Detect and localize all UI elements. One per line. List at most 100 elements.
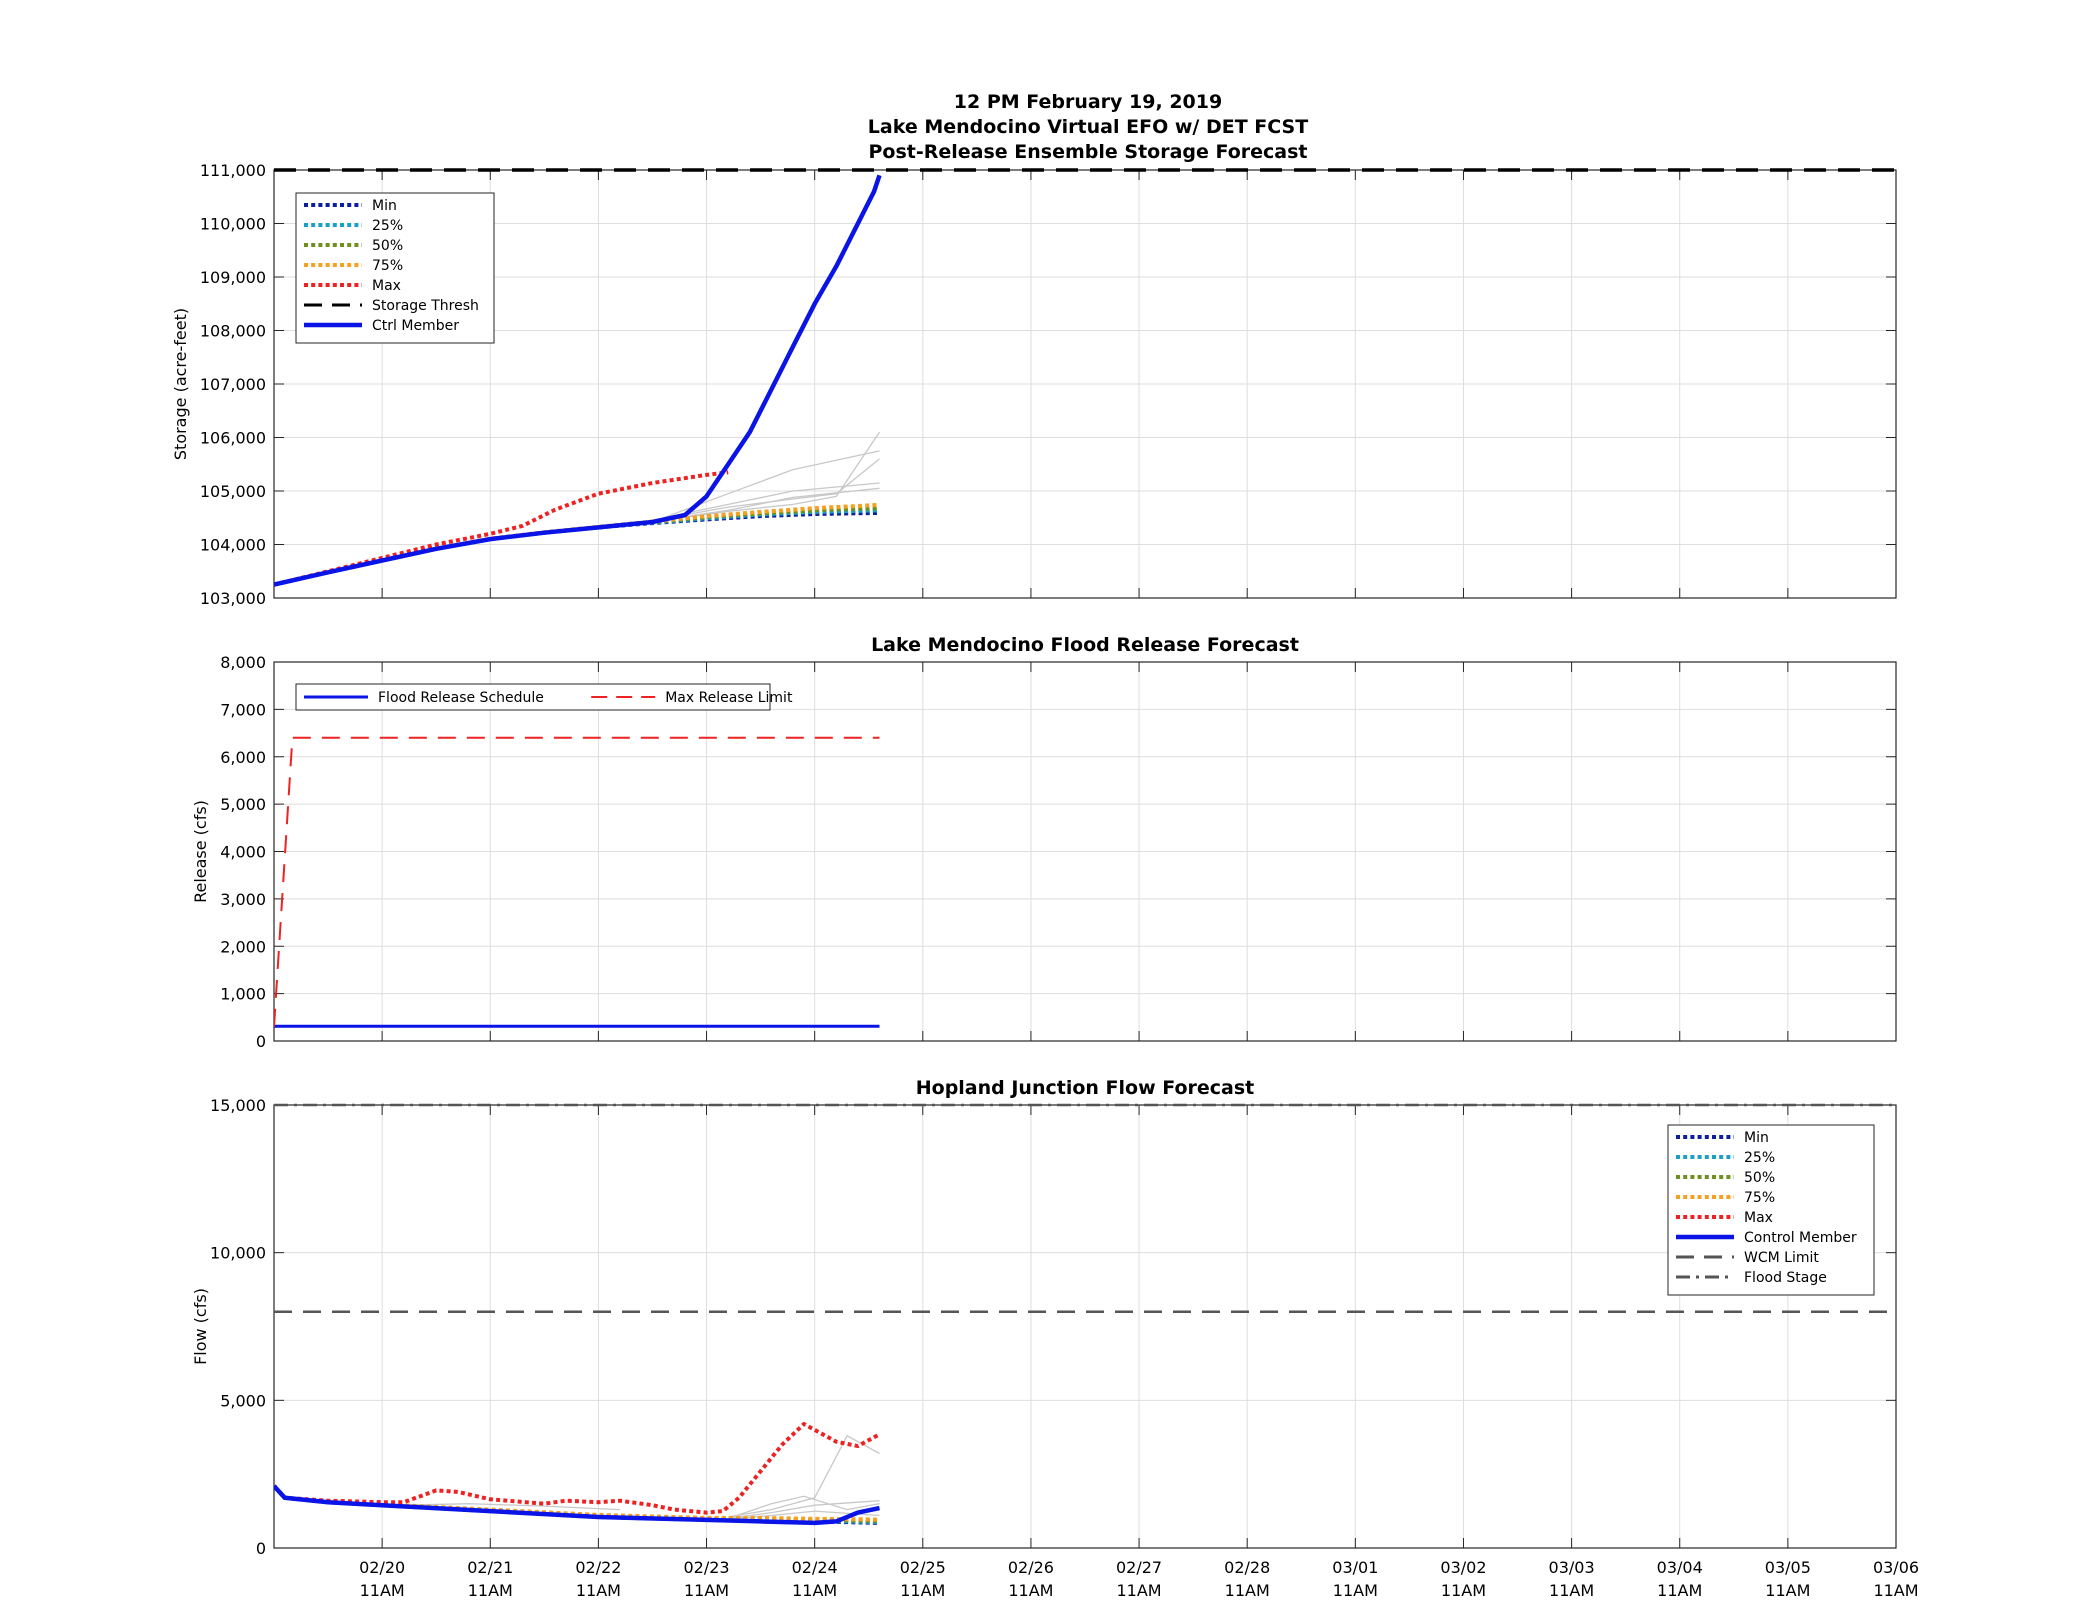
panel-title: Lake Mendocino Flood Release Forecast — [871, 634, 1299, 656]
chart-panels: 103,000 104,000 105,000 106,000 107,000 108,0… — [171, 161, 1919, 1600]
x-tick-label-date: 03/06 — [1873, 1558, 1919, 1577]
x-tick-label-time: 11AM — [1441, 1581, 1486, 1600]
x-tick-label-time: 11AM — [576, 1581, 621, 1600]
y-tick-label: 3,000 — [220, 890, 266, 909]
legend-label: Flood Release Schedule — [378, 690, 544, 706]
x-tick-label-date: 03/01 — [1332, 1558, 1378, 1577]
legend-label: Max — [372, 278, 401, 294]
y-tick-label: 111,000 — [200, 161, 266, 180]
legend-label: Storage Thresh — [372, 298, 479, 314]
x-tick-label-date: 02/25 — [900, 1558, 946, 1577]
plot-area — [274, 1105, 1896, 1548]
x-tick-label-date: 02/28 — [1224, 1558, 1270, 1577]
legend-label: Control Member — [1744, 1230, 1857, 1246]
x-tick-labels: 02/20 11AM 02/21 11AM 02/22 11AM 02/23 11AM 02/2… — [359, 1558, 1919, 1600]
axis-box — [273, 1104, 1897, 1549]
y-tick-label: 15,000 — [210, 1096, 266, 1115]
x-tick-label-date: 02/26 — [1008, 1558, 1054, 1577]
data-layer — [274, 168, 1896, 587]
x-tick-label-time: 11AM — [1333, 1581, 1378, 1600]
x-tick-label-time: 11AM — [360, 1581, 405, 1600]
ensemble-member-line — [727, 1495, 880, 1520]
y-axis-label: Storage (acre-feet) — [171, 308, 190, 460]
legend-label: Ctrl Member — [372, 318, 459, 334]
legend-label: WCM Limit — [1744, 1250, 1819, 1266]
x-tick-label-date: 02/27 — [1116, 1558, 1162, 1577]
title-line-3: Post-Release Ensemble Storage Forecast — [868, 141, 1307, 163]
chart-panel-2: 0 1,000 2,000 3,000 4,000 5,000 6,000 7,000 8,00… — [191, 634, 1897, 1051]
x-tick-label-time: 11AM — [1117, 1581, 1162, 1600]
series-line-max-release-limit — [274, 736, 880, 1027]
x-tick-label-time: 11AM — [468, 1581, 513, 1600]
chart-panel-1: 103,000 104,000 105,000 106,000 107,000 108,0… — [171, 161, 1897, 608]
y-tick-label: 7,000 — [220, 700, 266, 719]
y-tick-label: 1,000 — [220, 985, 266, 1004]
y-tick-label: 106,000 — [200, 429, 266, 448]
x-tick-label-time: 11AM — [1657, 1581, 1702, 1600]
y-tick-label: 2,000 — [220, 937, 266, 956]
ensemble-member-line — [728, 1500, 880, 1520]
legend: Min 25% 50% 75% Max Storage Thresh Ctrl Member — [295, 192, 495, 344]
title-line-2: Lake Mendocino Virtual EFO w/ DET FCST — [868, 116, 1308, 138]
legend: Flood Release Schedule Max Release Limit — [295, 683, 793, 711]
x-tick-label-date: 02/22 — [575, 1558, 621, 1577]
y-axis-label: Flow (cfs) — [191, 1288, 210, 1365]
series-line-max — [274, 470, 729, 587]
x-tick-label-date: 02/21 — [467, 1558, 513, 1577]
legend: Min 25% 50% 75% Max Control Member WCM Limit Fl… — [1667, 1124, 1875, 1296]
legend-label: Min — [372, 198, 397, 214]
x-tick-label-time: 11AM — [1549, 1581, 1594, 1600]
series-line-max — [274, 1422, 881, 1515]
y-tick-label: 5,000 — [220, 1391, 266, 1410]
legend-label: 25% — [372, 218, 403, 234]
y-tick-label: 0 — [256, 1032, 266, 1051]
ensemble-member-line — [663, 458, 880, 520]
x-tick-label-time: 11AM — [1008, 1581, 1053, 1600]
panel-title: Hopland Junction Flow Forecast — [916, 1077, 1255, 1099]
y-tick-label: 105,000 — [200, 482, 266, 501]
legend-label: Max Release Limit — [665, 690, 793, 706]
x-tick-label-time: 11AM — [684, 1581, 729, 1600]
x-tick-label-time: 11AM — [900, 1581, 945, 1600]
y-tick-label: 110,000 — [200, 215, 266, 234]
x-tick-label-date: 02/20 — [359, 1558, 405, 1577]
legend-label: 75% — [1744, 1190, 1775, 1206]
legend-label: 25% — [1744, 1150, 1775, 1166]
x-tick-label-time: 11AM — [1225, 1581, 1270, 1600]
ensemble-member-line — [663, 487, 880, 521]
legend-label: Flood Stage — [1744, 1270, 1827, 1286]
ensemble-member-line — [728, 1434, 880, 1518]
legend-box — [1667, 1124, 1875, 1296]
x-tick-label-time: 11AM — [1765, 1581, 1810, 1600]
x-tick-label-time: 11AM — [792, 1581, 837, 1600]
x-tick-label-date: 03/03 — [1549, 1558, 1595, 1577]
legend-label: Min — [1744, 1130, 1769, 1146]
series-line-control-member — [274, 1484, 880, 1526]
x-tick-label-date: 03/05 — [1765, 1558, 1811, 1577]
y-tick-label: 109,000 — [200, 268, 266, 287]
y-tick-label: 5,000 — [220, 795, 266, 814]
x-tick-label-date: 02/23 — [683, 1558, 729, 1577]
legend-label: 50% — [1744, 1170, 1775, 1186]
legend-label: 50% — [372, 238, 403, 254]
y-tick-label: 10,000 — [210, 1244, 266, 1263]
y-tick-label: 6,000 — [220, 748, 266, 767]
chart-panel-3: 0 5,000 10,000 15,000 Flow (cfs) Hopland Junc… — [191, 1077, 1897, 1558]
y-tick-label: 103,000 — [200, 589, 266, 608]
y-tick-label: 0 — [256, 1539, 266, 1558]
legend-box — [295, 192, 495, 344]
x-tick-label-date: 03/04 — [1657, 1558, 1703, 1577]
y-tick-label: 108,000 — [200, 322, 266, 341]
ensemble-member-line — [728, 1510, 880, 1520]
title-line-1: 12 PM February 19, 2019 — [954, 91, 1222, 113]
x-tick-label-time: 11AM — [1873, 1581, 1918, 1600]
figure-title: 12 PM February 19, 2019 Lake Mendocino V… — [868, 91, 1308, 163]
y-tick-label: 104,000 — [200, 536, 266, 555]
x-tick-label-date: 02/24 — [792, 1558, 838, 1577]
ensemble-member-line — [663, 482, 880, 519]
y-tick-label: 4,000 — [220, 843, 266, 862]
ensemble-member-line — [663, 431, 881, 522]
legend-label: Max — [1744, 1210, 1773, 1226]
